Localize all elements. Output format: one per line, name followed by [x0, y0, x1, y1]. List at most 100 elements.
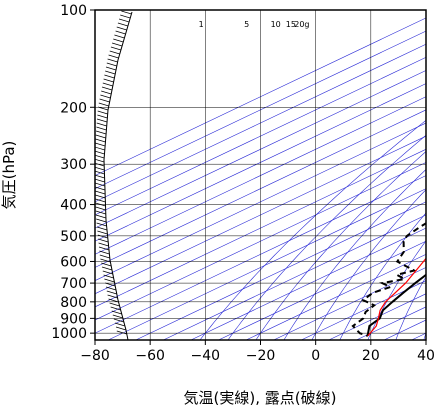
wind-barb	[118, 18, 130, 23]
wind-barb	[95, 178, 105, 183]
wind-barb	[107, 294, 118, 299]
x-axis-title: 気温(実線), 露点(破線)	[184, 389, 337, 407]
wind-barb	[99, 250, 110, 255]
wind-barb	[95, 206, 106, 211]
isotherm-line	[190, 227, 426, 340]
x-tick-label: 20	[362, 348, 380, 364]
wind-barb	[113, 38, 124, 43]
mixing-ratio-label: 15	[286, 20, 296, 29]
wind-barb	[109, 50, 120, 55]
wind-barb	[95, 210, 106, 215]
wind-barb	[101, 266, 113, 271]
dry-adiabat-line	[339, 212, 426, 340]
wind-barb	[99, 254, 110, 259]
x-tick-label: −40	[191, 348, 221, 364]
isotherm-line	[95, 43, 426, 203]
wind-barb	[101, 86, 113, 91]
isotherm-line	[108, 188, 426, 340]
y-tick-label: 700	[60, 276, 87, 292]
wind-barb	[110, 306, 121, 311]
series-line-2	[351, 222, 426, 337]
isotherm-line	[95, 70, 426, 229]
y-tick-label: 300	[60, 157, 87, 173]
wind-barb	[98, 238, 109, 243]
wind-barb	[121, 10, 132, 15]
wind-barb	[114, 322, 126, 327]
wind-barb	[105, 282, 116, 287]
y-tick-label: 500	[60, 229, 87, 245]
wind-barb	[103, 274, 114, 279]
isotherm-line	[95, 175, 426, 334]
isotherm-line	[95, 148, 426, 308]
wind-barb	[98, 242, 109, 247]
wind-barb	[104, 278, 115, 283]
wind-barb	[95, 170, 105, 175]
y-tick-label: 200	[60, 100, 87, 116]
x-tick-label: −20	[246, 348, 276, 364]
wind-barb	[97, 106, 109, 111]
isotherm-line	[95, 56, 426, 216]
mixing-ratio-label: 5	[244, 20, 249, 29]
wind-barb	[109, 302, 120, 307]
y-tick-label: 1000	[51, 326, 87, 342]
isotherm-line	[95, 109, 426, 268]
wind-barb	[114, 34, 125, 39]
wind-barb	[95, 154, 105, 159]
y-tick-label: 600	[60, 254, 87, 270]
wind-barb	[106, 62, 117, 67]
wind-barb	[95, 138, 106, 143]
wind-barb	[100, 94, 111, 99]
wind-barb	[95, 190, 106, 195]
wind-barb	[98, 246, 110, 251]
wind-barb	[95, 130, 107, 135]
wind-barb	[116, 26, 127, 31]
isotherm-line	[301, 280, 426, 340]
wind-barb	[107, 58, 118, 63]
isotherm-line	[95, 17, 426, 176]
dry-adiabat-line	[283, 169, 426, 340]
x-tick-label: −80	[80, 348, 110, 364]
wind-barb	[97, 114, 108, 119]
background-lines	[95, 17, 426, 340]
isotherm-line	[163, 214, 426, 340]
wind-barb	[108, 298, 119, 303]
wind-barb	[95, 134, 106, 139]
wind-barb	[95, 186, 106, 191]
mixing-ratio-label: 1	[199, 20, 204, 29]
wind-barb	[102, 270, 113, 275]
isotherm-line	[135, 201, 426, 340]
wind-barb	[95, 182, 105, 187]
grid	[95, 10, 426, 340]
wind-barb	[97, 110, 108, 115]
wind-barb	[113, 318, 124, 323]
y-tick-label: 900	[60, 311, 87, 327]
x-axis: −80 −60 −40 −20 0 20 40	[80, 340, 435, 364]
wind-barb	[95, 214, 107, 219]
wind-barb	[95, 198, 106, 203]
wind-staff	[103, 11, 133, 340]
wind-barb	[110, 46, 122, 51]
wind-barb	[98, 102, 109, 107]
dry-adiabat-line	[255, 151, 426, 340]
isotherm-line	[95, 122, 426, 281]
wind-barb	[96, 122, 107, 127]
y-tick-label: 100	[60, 3, 87, 19]
x-tick-label: 0	[311, 348, 320, 364]
dry-adiabat-line	[227, 134, 426, 340]
wind-barb	[95, 202, 106, 207]
wind-barb	[101, 262, 112, 267]
wind-barb	[97, 234, 108, 239]
wind-barb	[120, 14, 131, 19]
y-tick-label: 800	[60, 295, 87, 311]
wind-barb	[96, 222, 107, 227]
dry-adiabat-line	[311, 189, 426, 340]
wind-barb	[95, 150, 105, 155]
dry-adiabat-line	[395, 276, 426, 340]
wind-barb	[103, 78, 114, 83]
wind-barb	[105, 70, 116, 75]
wind-barb	[116, 330, 127, 335]
isotherm-line	[273, 267, 426, 340]
x-tick-label: 40	[417, 348, 435, 364]
wind-barb	[95, 146, 105, 151]
isotherm-line	[95, 162, 426, 321]
